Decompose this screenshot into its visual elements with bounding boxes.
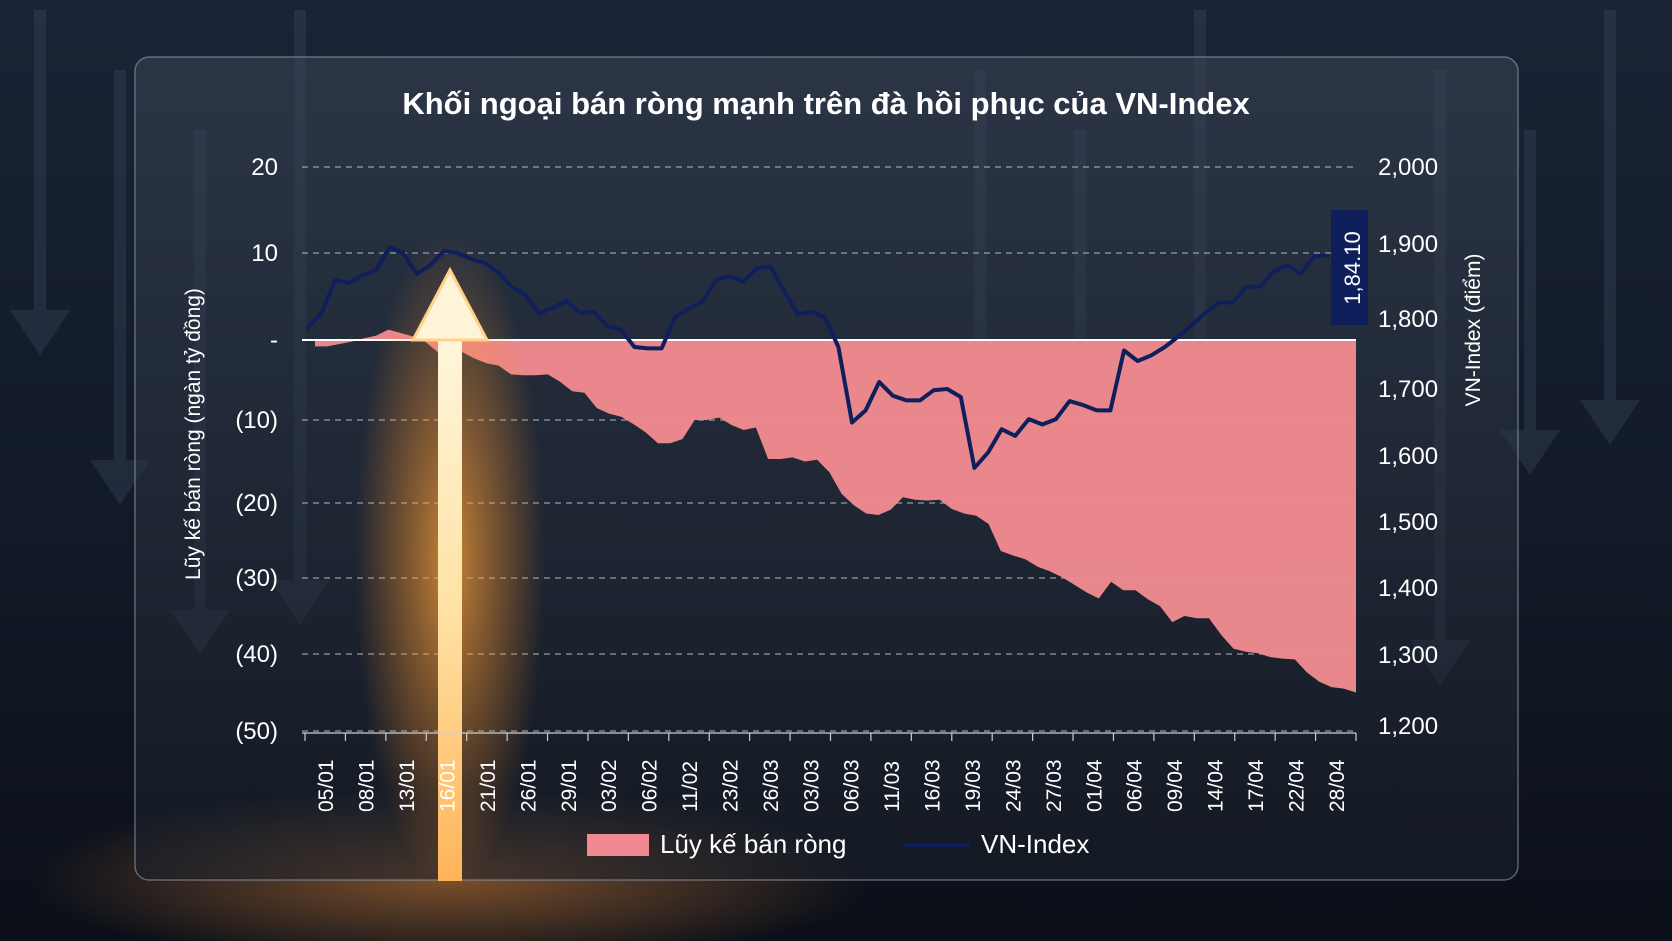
net-sell-area <box>315 329 1356 693</box>
x-tick-label: 16/01 <box>437 759 460 812</box>
x-tick-label: 28/04 <box>1326 759 1349 812</box>
x-tick-label: 03/02 <box>598 759 621 812</box>
x-tick-label: 01/04 <box>1083 759 1106 812</box>
x-tick-label: 22/04 <box>1285 759 1308 812</box>
bg-down-arrow-icon <box>1604 10 1616 400</box>
x-tick-label: 16/03 <box>922 759 945 812</box>
x-tick-label: 29/01 <box>558 759 581 812</box>
y-left-tick-label: (50) <box>235 718 278 745</box>
x-tick-label: 26/01 <box>517 759 540 812</box>
bg-down-arrow-head-icon <box>1580 400 1640 445</box>
legend-area-label: Lũy kế bán ròng <box>660 829 846 859</box>
y-right-tick-label: 2,000 <box>1378 154 1438 181</box>
legend: Lũy kế bán ròng VN-Index <box>587 829 1089 859</box>
y-left-axis-title: Lũy kế bán ròng (ngàn tỷ đồng) <box>182 288 205 580</box>
legend-line-label: VN-Index <box>981 829 1089 859</box>
y-right-tick-label: 1,300 <box>1378 642 1438 669</box>
y-left-tick-label: - <box>270 327 278 354</box>
y-right-tick-label: 1,900 <box>1378 231 1438 258</box>
bg-down-arrow-head-icon <box>10 310 70 355</box>
left-axis-ticks: 20 10 - (10) (20) (30) (40) (50) <box>235 154 278 745</box>
y-right-tick-label: 1,400 <box>1378 575 1438 602</box>
x-tick-label: 27/03 <box>1043 759 1066 812</box>
vn-index-line <box>306 245 1330 470</box>
y-right-tick-label: 1,500 <box>1378 509 1438 536</box>
x-tick-label: 09/04 <box>1164 759 1187 812</box>
y-left-tick-label: (20) <box>235 490 278 517</box>
y-right-tick-label: 1,600 <box>1378 443 1438 470</box>
x-tick-label: 24/03 <box>1002 759 1025 812</box>
bg-down-arrow-icon <box>34 10 46 310</box>
x-tick-label: 03/03 <box>800 759 823 812</box>
x-tick-label: 23/02 <box>719 759 742 812</box>
y-left-tick-label: 10 <box>251 240 278 267</box>
x-tick-label: 06/04 <box>1124 759 1147 812</box>
x-tick-label: 06/02 <box>639 759 662 812</box>
y-left-tick-label: (30) <box>235 565 278 592</box>
x-tick-label: 11/02 <box>679 761 702 812</box>
legend-area-swatch <box>587 834 649 856</box>
x-tick-label: 26/03 <box>760 759 783 812</box>
y-right-tick-label: 1,700 <box>1378 376 1438 403</box>
x-tick-label: 21/01 <box>477 759 500 812</box>
x-tick-label: 19/03 <box>962 759 985 812</box>
x-axis-ticks: 05/01 08/01 13/01 16/01 21/01 26/01 29/01 03/02… <box>302 732 1357 812</box>
y-left-tick-label: (40) <box>235 641 278 668</box>
x-tick-label: 11/03 <box>881 761 904 812</box>
bg-down-arrow-icon <box>1524 130 1536 430</box>
bg-down-arrow-icon <box>114 70 126 460</box>
last-value-badge: 1,84.10 <box>1331 210 1368 325</box>
x-tick-label: 14/04 <box>1205 759 1228 812</box>
x-tick-label: 13/01 <box>396 759 419 812</box>
x-tick-label: 17/04 <box>1245 759 1268 812</box>
y-right-tick-label: 1,800 <box>1378 306 1438 333</box>
glowing-up-arrow-icon <box>355 230 545 890</box>
x-tick-label: 08/01 <box>356 759 379 812</box>
last-value-label: 1,84.10 <box>1340 231 1365 304</box>
y-right-tick-label: 1,200 <box>1378 713 1438 740</box>
y-right-axis-title: VN-Index (điểm) <box>1462 254 1485 407</box>
y-left-tick-label: 20 <box>251 154 278 181</box>
x-tick-label: 06/03 <box>841 759 864 812</box>
chart-title: Khối ngoại bán ròng mạnh trên đà hồi phụ… <box>402 86 1250 121</box>
y-left-tick-label: (10) <box>235 407 278 434</box>
x-tick-label: 05/01 <box>315 759 338 812</box>
right-axis-ticks: 2,000 1,900 1,800 1,700 1,600 1,500 1,400 1,300… <box>1378 154 1438 740</box>
